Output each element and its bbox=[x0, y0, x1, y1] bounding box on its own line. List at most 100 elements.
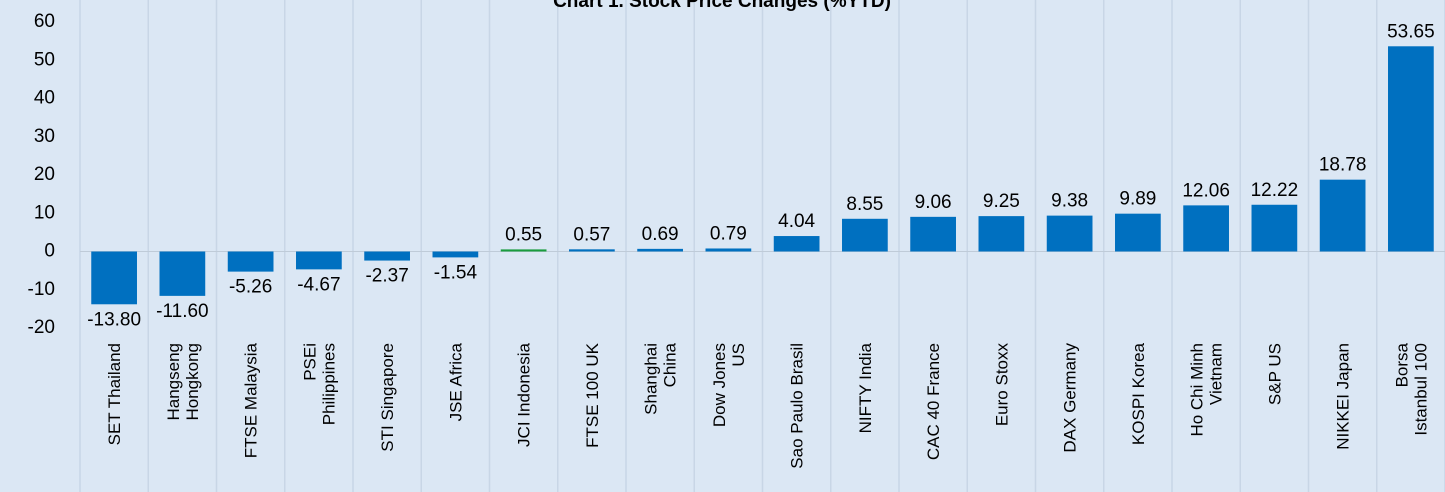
y-tick-label: 0 bbox=[44, 241, 55, 262]
category-label-line: China bbox=[661, 342, 680, 387]
y-tick-label: 60 bbox=[34, 11, 55, 32]
data-label: 12.06 bbox=[1182, 180, 1230, 201]
category-label-line: FTSE Malaysia bbox=[242, 342, 261, 458]
category-label: DAX Germany bbox=[1061, 343, 1080, 453]
category-label-line: Borsa bbox=[1392, 342, 1411, 387]
data-label: -1.54 bbox=[434, 262, 478, 283]
x-axis: SET Thailand Hangseng Hongkong FTSE Malaysi… bbox=[105, 342, 1430, 468]
category-label-line: Philippines bbox=[319, 343, 338, 425]
y-tick-label: 30 bbox=[34, 126, 55, 147]
category-label: PSEi Philippines bbox=[300, 343, 338, 425]
data-label: -5.26 bbox=[229, 277, 272, 298]
category-label-line: PSEi bbox=[300, 343, 319, 381]
bar bbox=[91, 251, 137, 305]
category-label-line: Vietnam bbox=[1207, 343, 1226, 405]
bar bbox=[569, 249, 615, 252]
category-label: Ho Chi Minh Vietnam bbox=[1188, 343, 1226, 437]
category-label-line: STI Singapore bbox=[378, 343, 397, 452]
bar bbox=[773, 236, 820, 252]
category-label: Borsa Istanbul 100 bbox=[1392, 342, 1430, 435]
category-label: Sao Paulo Brasil bbox=[788, 343, 807, 469]
category-label-line: DAX Germany bbox=[1061, 343, 1080, 453]
category-label-line: JSE Africa bbox=[446, 342, 465, 421]
category-label-line: US bbox=[729, 343, 748, 367]
category-label: NIFTY India bbox=[856, 342, 875, 433]
bar bbox=[1046, 215, 1093, 252]
data-labels: -13.80 -11.60 -5.26 -4.67 -2.37 -1.54 0.55 0.57… bbox=[87, 21, 1434, 330]
y-tick-label: -20 bbox=[28, 317, 55, 338]
y-tick-label: 10 bbox=[34, 202, 55, 223]
bar bbox=[364, 251, 410, 261]
category-label: FTSE 100 UK bbox=[583, 342, 602, 448]
category-label-line: Euro Stoxx bbox=[992, 343, 1011, 427]
data-label: -11.60 bbox=[156, 301, 208, 322]
bar bbox=[227, 251, 274, 272]
bar bbox=[1183, 205, 1229, 252]
bar bbox=[296, 251, 342, 270]
category-label: Hangseng Hongkong bbox=[164, 343, 202, 421]
category-label-line: KOSPI Korea bbox=[1129, 342, 1148, 445]
bar bbox=[1388, 46, 1434, 252]
category-label: FTSE Malaysia bbox=[242, 342, 261, 458]
bar bbox=[432, 251, 479, 258]
category-label: KOSPI Korea bbox=[1129, 342, 1148, 445]
bar bbox=[842, 218, 888, 252]
data-label: 53.65 bbox=[1387, 21, 1435, 42]
category-label: SET Thailand bbox=[105, 343, 124, 445]
data-label: 9.25 bbox=[983, 191, 1020, 212]
category-label-line: S&P US bbox=[1265, 343, 1284, 405]
data-label: 0.57 bbox=[573, 224, 610, 245]
data-label: -2.37 bbox=[365, 266, 408, 287]
category-label-line: FTSE 100 UK bbox=[583, 342, 602, 448]
category-label: STI Singapore bbox=[378, 343, 397, 452]
category-label-line: Istanbul 100 bbox=[1411, 343, 1430, 436]
data-label: 4.04 bbox=[778, 211, 815, 232]
category-label-line: Dow Jones bbox=[710, 343, 729, 427]
data-label: 0.79 bbox=[710, 223, 747, 244]
bar bbox=[159, 251, 206, 296]
category-label-line: NIKKEI Japan bbox=[1334, 343, 1353, 450]
category-label: Shanghai China bbox=[642, 342, 680, 414]
bar bbox=[637, 248, 683, 252]
y-tick-label: 50 bbox=[34, 49, 55, 70]
bar bbox=[910, 216, 956, 252]
category-label: S&P US bbox=[1265, 343, 1284, 405]
y-axis: -20 -10 0 10 20 30 40 50 60 bbox=[28, 11, 55, 338]
category-label-line: CAC 40 France bbox=[924, 343, 943, 460]
data-label: 0.55 bbox=[505, 224, 542, 245]
category-label: JSE Africa bbox=[446, 342, 465, 421]
data-label: -4.67 bbox=[297, 274, 340, 295]
category-label-line: Sao Paulo Brasil bbox=[788, 343, 807, 469]
data-label: -13.80 bbox=[87, 309, 141, 330]
category-label: NIKKEI Japan bbox=[1334, 343, 1353, 450]
y-tick-label: 20 bbox=[34, 164, 55, 185]
gridlines bbox=[79, 0, 1445, 492]
data-label: 9.06 bbox=[915, 192, 952, 213]
data-label: 9.89 bbox=[1119, 189, 1156, 210]
category-label-line: JCI Indonesia bbox=[515, 342, 534, 446]
bar bbox=[978, 216, 1025, 252]
data-label: 9.38 bbox=[1051, 191, 1088, 212]
category-label: CAC 40 France bbox=[924, 343, 943, 460]
y-tick-label: 40 bbox=[34, 88, 55, 109]
category-label-line: Hongkong bbox=[183, 343, 202, 421]
category-label: JCI Indonesia bbox=[515, 342, 534, 446]
category-label-line: Hangseng bbox=[164, 343, 183, 421]
data-label: 0.69 bbox=[642, 224, 679, 245]
category-label: Euro Stoxx bbox=[992, 343, 1011, 427]
bar bbox=[1115, 213, 1161, 252]
category-label-line: Ho Chi Minh bbox=[1188, 343, 1207, 437]
y-tick-label: -10 bbox=[28, 279, 55, 300]
category-label: Dow Jones US bbox=[710, 343, 748, 427]
bar bbox=[1251, 204, 1298, 252]
category-label-line: NIFTY India bbox=[856, 342, 875, 433]
category-label-line: SET Thailand bbox=[105, 343, 124, 445]
category-label-line: Shanghai bbox=[642, 343, 661, 415]
bar bbox=[705, 248, 752, 252]
chart-title: Chart 1. Stock Price Changes (%YTD) bbox=[553, 0, 891, 12]
bar bbox=[1319, 179, 1366, 252]
bar bbox=[500, 249, 547, 252]
bars bbox=[91, 46, 1434, 305]
